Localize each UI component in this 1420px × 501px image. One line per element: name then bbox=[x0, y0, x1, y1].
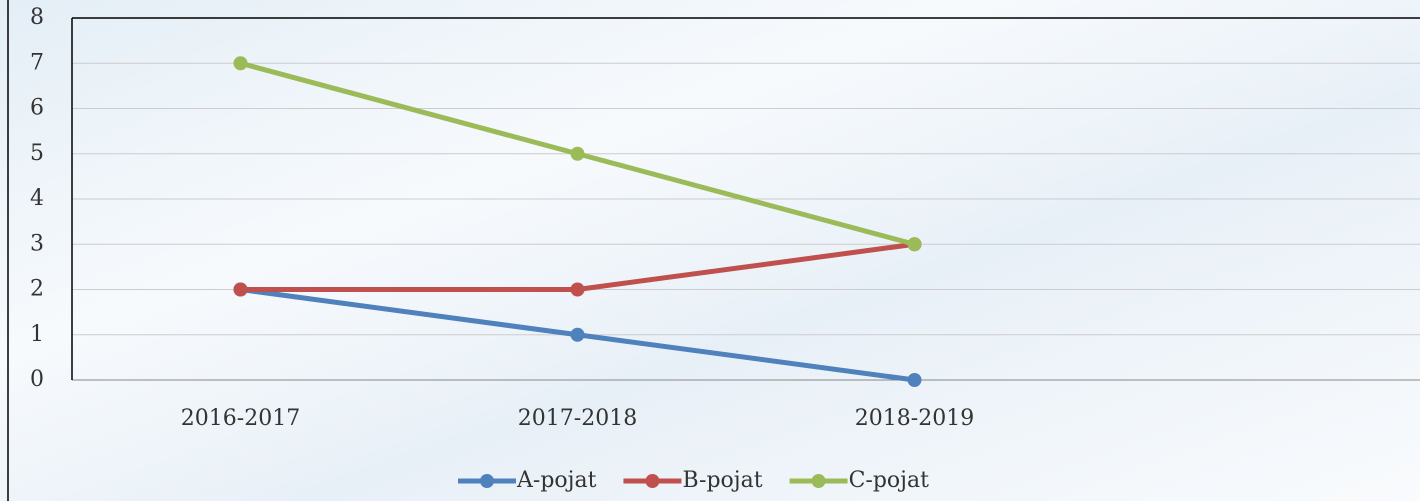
y-tick-label: 6 bbox=[30, 96, 44, 121]
legend-label: A-pojat bbox=[516, 468, 597, 493]
x-tick-label: 2018-2019 bbox=[855, 406, 974, 431]
legend-label: C-pojat bbox=[849, 468, 930, 493]
y-tick-label: 0 bbox=[30, 367, 44, 392]
legend-marker bbox=[480, 474, 494, 488]
y-tick-label: 4 bbox=[30, 186, 44, 211]
x-tick-label: 2016-2017 bbox=[181, 406, 300, 431]
y-tick-label: 2 bbox=[30, 277, 44, 302]
x-tick-label: 2017-2018 bbox=[518, 406, 637, 431]
y-tick-label: 7 bbox=[30, 50, 44, 75]
data-point bbox=[907, 373, 922, 387]
data-point bbox=[907, 237, 922, 252]
y-tick-label: 3 bbox=[30, 231, 44, 256]
y-tick-label: 1 bbox=[30, 322, 44, 347]
legend-marker bbox=[645, 474, 660, 488]
y-tick-label: 5 bbox=[30, 141, 44, 166]
y-tick-label: 8 bbox=[30, 5, 44, 30]
data-point bbox=[233, 56, 248, 71]
legend-marker bbox=[811, 474, 826, 488]
legend-label: B-pojat bbox=[682, 468, 762, 493]
data-point bbox=[570, 327, 585, 342]
data-point bbox=[570, 146, 585, 161]
data-point bbox=[233, 282, 248, 297]
data-point bbox=[570, 282, 585, 297]
